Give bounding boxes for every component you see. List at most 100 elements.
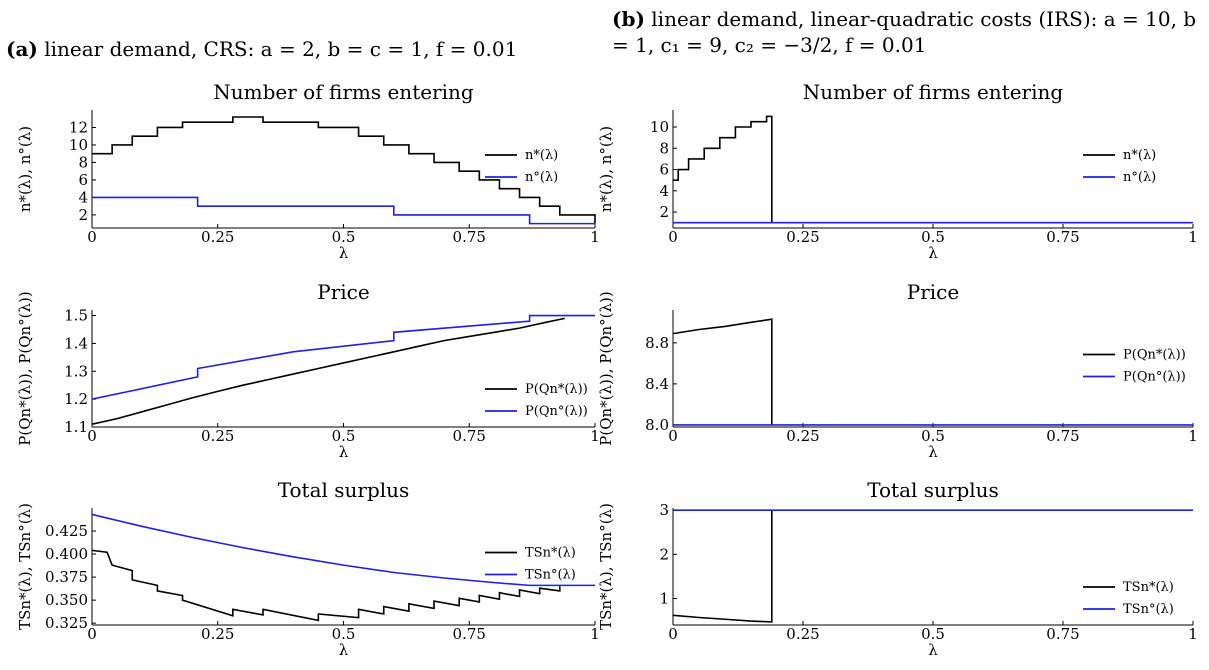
b-firms-series-star-line <box>673 115 773 223</box>
a-firms-ytick-label: 6 <box>78 171 88 189</box>
caption-a: (a) linear demand, CRS: a = 2, b = c = 1… <box>6 36 606 62</box>
a-price-xtick-label: 1 <box>590 427 600 445</box>
b-price-ytick-label: 8.4 <box>645 375 669 393</box>
a-firms-xlabel: λ <box>339 244 349 262</box>
a-firms-series-opt-line <box>92 196 595 225</box>
a-price-xtick-label: 0 <box>87 427 97 445</box>
b-surplus-series-star-line <box>672 510 773 623</box>
a-surplus-legend-label: TSn°(λ) <box>525 568 576 583</box>
a-surplus-series-star-line <box>91 549 561 622</box>
b-firms-xtick-label: 0.5 <box>921 228 945 246</box>
a-price-ylabel: P(Qn*(λ)), P(Qn°(λ)) <box>16 291 34 445</box>
a-surplus-ylabel: TSn*(λ), TSn°(λ) <box>16 503 34 630</box>
a-price-ytick-label: 1.4 <box>64 334 88 352</box>
b-price-xtick-label: 0.25 <box>786 427 819 445</box>
a-surplus-xtick-label: 1 <box>590 625 600 643</box>
b-firms-ytick-label: 4 <box>659 182 669 200</box>
a-price-title: Price <box>317 280 369 304</box>
a-firms-ytick-label: 4 <box>78 188 88 206</box>
b-price-legend-label: P(Qn*(λ)) <box>1123 348 1186 363</box>
a-firms-ytick-label: 12 <box>69 118 88 136</box>
caption-b-text: linear demand, linear-quadratic costs (I… <box>612 7 1197 57</box>
b-price-legend-label: P(Qn°(λ)) <box>1123 370 1186 385</box>
a-price-ytick-label: 1.2 <box>64 390 88 408</box>
b-price-xlabel: λ <box>928 443 938 461</box>
caption-a-text: linear demand, CRS: a = 2, b = c = 1, f … <box>44 37 518 61</box>
b-firms-legend-label: n°(λ) <box>1123 170 1156 185</box>
a-price-series-star-line <box>91 317 565 425</box>
b-surplus-ytick-label: 3 <box>659 501 669 519</box>
b-price-panel: Price 0 0.25 0.5 0.75 1 8.0 8.4 8.8 λ P(Qn*(λ)), P… <box>597 280 1198 461</box>
a-firms-ytick-label: 10 <box>69 136 88 154</box>
a-firms-xtick-label: 0.75 <box>453 228 486 246</box>
b-price-ytick-label: 8.8 <box>645 334 669 352</box>
b-firms-ytick-label: 8 <box>659 139 669 157</box>
a-price-legend-label: P(Qn*(λ)) <box>525 382 588 397</box>
b-surplus-ylabel: TSn*(λ), TSn°(λ) <box>597 503 615 630</box>
b-surplus-xlabel: λ <box>928 641 938 659</box>
b-firms-xtick-label: 1 <box>1188 228 1198 246</box>
b-firms-xtick-label: 0.25 <box>786 228 819 246</box>
b-firms-ytick-label: 6 <box>659 161 669 179</box>
a-price-ytick-label: 1.3 <box>64 362 88 380</box>
b-surplus-ytick-label: 2 <box>659 545 669 563</box>
a-price-ytick-label: 1.5 <box>64 307 88 325</box>
b-surplus-title: Total surplus <box>867 478 999 502</box>
a-firms-xtick-label: 1 <box>590 228 600 246</box>
a-firms-xtick-label: 0.5 <box>332 228 356 246</box>
b-firms-legend-label: n*(λ) <box>1123 148 1156 163</box>
b-price-xtick-label: 0 <box>668 427 678 445</box>
b-price-series-star-line <box>672 318 773 425</box>
b-surplus-xtick-label: 0 <box>668 625 678 643</box>
b-price-xtick-label: 1 <box>1188 427 1198 445</box>
a-price-xtick-label: 0.5 <box>332 427 356 445</box>
a-surplus-title: Total surplus <box>278 478 410 502</box>
a-firms-series-star-line <box>92 116 596 224</box>
b-surplus-xtick-label: 0.25 <box>786 625 819 643</box>
b-firms-xtick-label: 0.75 <box>1046 228 1079 246</box>
b-surplus-legend-label: TSn°(λ) <box>1123 602 1174 617</box>
a-surplus-xtick-label: 0.25 <box>201 625 234 643</box>
a-price-xtick-label: 0.75 <box>453 427 486 445</box>
a-surplus-xtick-label: 0.75 <box>453 625 486 643</box>
a-surplus-panel: Total surplus 0 0.25 0.5 0.75 1 0.325 0.350 0.37… <box>16 478 600 659</box>
b-surplus-ytick-label: 1 <box>659 590 669 608</box>
a-price-ytick-label: 1.1 <box>64 418 88 436</box>
b-surplus-xtick-label: 0.75 <box>1046 625 1079 643</box>
a-price-xlabel: λ <box>339 443 349 461</box>
b-firms-panel: Number of firms entering 0 0.25 0.5 0.75 1 2 4 6… <box>597 80 1198 262</box>
a-price-legend-label: P(Qn°(λ)) <box>525 404 588 419</box>
a-firms-ylabel: n*(λ), n°(λ) <box>16 126 34 212</box>
a-surplus-legend-label: TSn*(λ) <box>525 546 576 561</box>
b-price-ytick-label: 8.0 <box>645 416 669 434</box>
caption-b: (b) linear demand, linear-quadratic cost… <box>612 6 1207 58</box>
a-surplus-series-opt-line <box>91 513 595 587</box>
b-firms-title: Number of firms entering <box>803 80 1064 104</box>
b-surplus-xtick-label: 0.5 <box>921 625 945 643</box>
caption-a-tag: (a) <box>6 37 38 61</box>
a-firms-title: Number of firms entering <box>213 80 474 104</box>
b-firms-ylabel: n*(λ), n°(λ) <box>597 126 615 212</box>
b-price-xtick-label: 0.5 <box>921 427 945 445</box>
a-price-series-opt-line <box>91 314 595 400</box>
b-firms-xlabel: λ <box>928 244 938 262</box>
caption-b-tag: (b) <box>612 7 645 31</box>
b-price-ylabel: P(Qn*(λ)), P(Qn°(λ)) <box>597 291 615 445</box>
a-firms-ytick-label: 8 <box>78 153 88 171</box>
b-price-title: Price <box>907 280 959 304</box>
b-surplus-xtick-label: 1 <box>1188 625 1198 643</box>
a-price-xtick-label: 0.25 <box>201 427 234 445</box>
b-firms-ytick-label: 2 <box>659 203 669 221</box>
b-surplus-legend-label: TSn*(λ) <box>1123 580 1174 595</box>
a-price-panel: Price 0 0.25 0.5 0.75 1 1.1 1.2 1.3 1.4 1.5 λ P(Qn*(… <box>16 280 600 461</box>
a-surplus-ytick-label: 0.375 <box>45 568 88 586</box>
a-surplus-ytick-label: 0.425 <box>45 522 88 540</box>
a-surplus-ytick-label: 0.350 <box>45 591 88 609</box>
b-firms-xtick-label: 0 <box>668 228 678 246</box>
a-firms-ytick-label: 2 <box>78 206 88 224</box>
a-firms-xtick-label: 0.25 <box>201 228 234 246</box>
b-firms-ytick-label: 10 <box>650 118 669 136</box>
a-surplus-xtick-label: 0 <box>87 625 97 643</box>
